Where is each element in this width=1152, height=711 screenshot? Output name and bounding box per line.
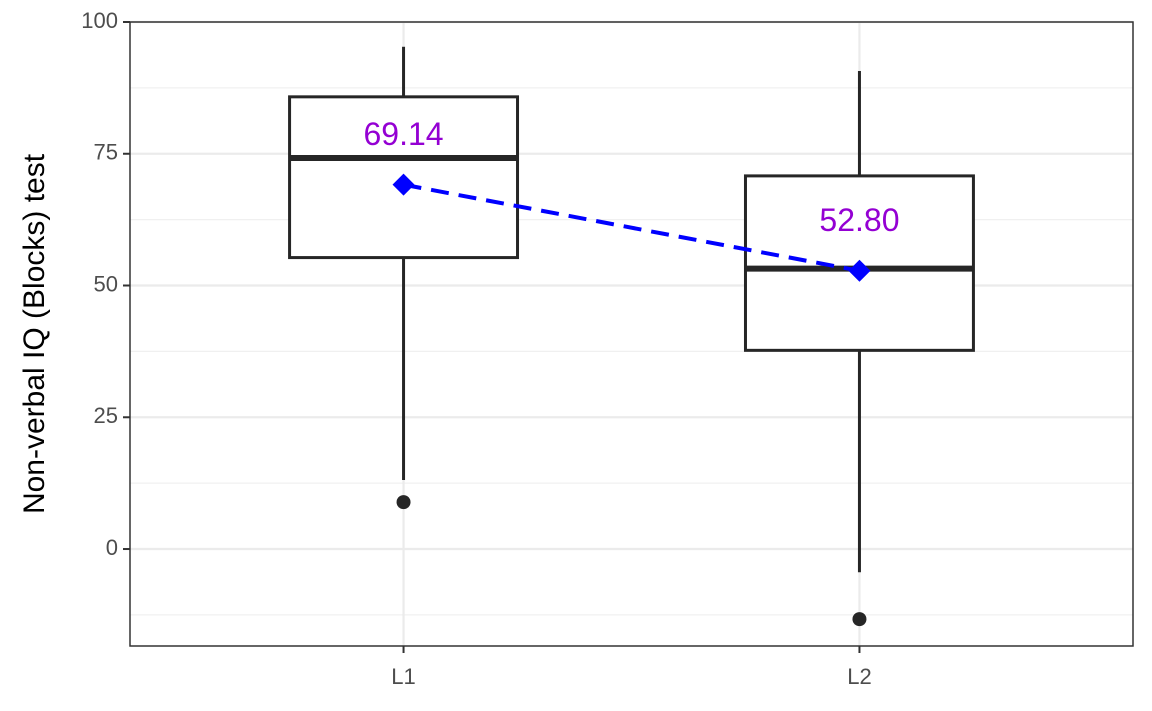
outlier <box>396 495 411 510</box>
mean-line <box>403 182 860 273</box>
x-tick-label: L2 <box>847 664 871 689</box>
mean-label: 69.14 <box>364 116 444 152</box>
y-axis-title: Non-verbal IQ (Blocks) test <box>18 153 51 514</box>
mean-marker <box>392 173 415 196</box>
outlier <box>852 612 867 627</box>
y-tick-label: 100 <box>81 8 118 33</box>
panel-border <box>129 21 1134 647</box>
mean-marker <box>848 259 871 282</box>
mean-label: 52.80 <box>819 202 899 238</box>
y-tick-label: 50 <box>94 271 118 296</box>
y-tick-label: 75 <box>94 140 118 165</box>
x-tick-label: L1 <box>391 664 415 689</box>
y-tick-label: 25 <box>94 403 118 428</box>
y-tick-label: 0 <box>106 535 118 560</box>
